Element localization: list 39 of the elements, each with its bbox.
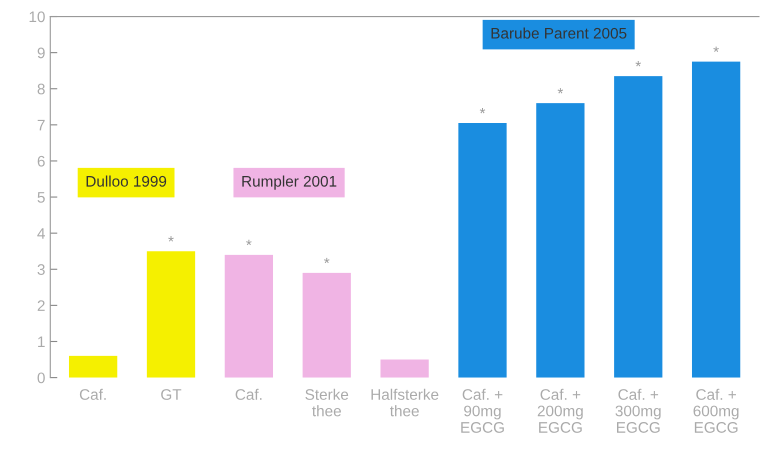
data-label: * [636,61,641,66]
annotation: Rumpler 2001 [242,175,336,190]
data-label: * [558,88,564,94]
bar [224,254,274,378]
x-tick-label: GT [161,389,182,400]
y-tick-label: 2 [38,300,45,311]
data-label: * [480,108,486,114]
x-tick-label: Caf. [236,388,262,400]
x-tick-label: Caf. + 200mg EGCG [538,388,583,433]
y-tick-label: 10 [30,11,45,22]
data-label: * [324,258,330,264]
x-tick-label: Caf. + 600mg EGCG [694,388,738,433]
data-label: * [713,46,719,52]
annotation: Dulloo 1999 [86,175,166,187]
bar [68,356,118,378]
x-tick-label: Halfsterke thee [371,388,438,416]
y-tick-label: 6 [38,156,45,167]
x-tick-label: Caf. + 300mg EGCG [615,388,661,433]
x-tick-label: Caf. [80,388,106,400]
bar [302,272,351,378]
y-tick-label: 4 [37,228,45,239]
bar [692,62,740,378]
y-tick-label: 7 [38,120,45,130]
bar [614,76,662,378]
y-tick-label: 5 [38,192,45,203]
y-tick-label: 1 [38,336,45,348]
bar [380,360,429,378]
bar [536,103,585,378]
data-label: * [246,240,252,246]
x-tick-label: Caf. + 90mg EGCG [461,388,504,433]
bar [458,123,507,378]
data-label: * [168,236,174,242]
y-tick-label: 9 [38,47,45,58]
y-tick-label: 8 [38,84,45,94]
annotation: Barube Parent 2005 [492,27,626,39]
y-tick-label: 3 [38,264,45,275]
y-tick-label: 0 [38,372,45,384]
x-tick-label: Sterke thee [305,388,348,416]
bar [146,251,196,378]
